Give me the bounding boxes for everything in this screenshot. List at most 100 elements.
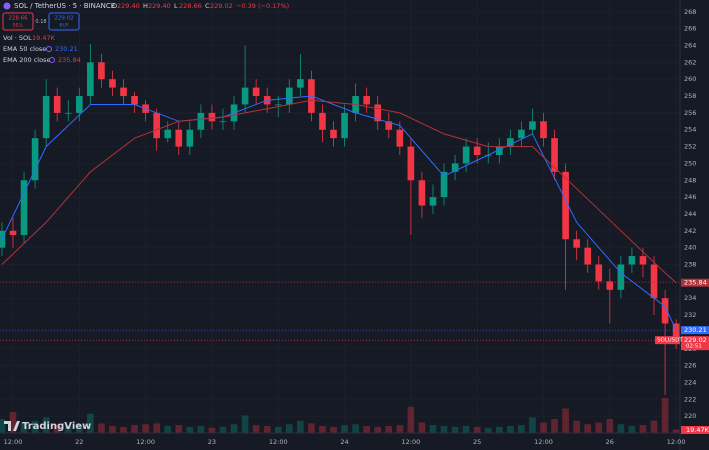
candle-body: [363, 96, 370, 105]
header: SOL / TetherUS · 5 · BINANCE O 229.40 H 229…: [2, 2, 289, 64]
y-tick-label: 260: [684, 75, 696, 83]
candle-body: [197, 112, 205, 130]
volume-bar: [595, 422, 603, 433]
indicator-value: 230.21: [55, 45, 78, 53]
candle-body: [473, 146, 481, 156]
logo-icon: [4, 421, 20, 431]
candle-body: [385, 121, 393, 130]
volume-bar: [153, 423, 160, 433]
volume-tag-value: 19.47K: [686, 426, 709, 434]
y-tick-label: 222: [684, 395, 696, 403]
candle-body: [252, 87, 260, 97]
volume-bar: [75, 425, 83, 433]
spread: 0.18: [35, 19, 46, 25]
price-tag-value: 229.02: [684, 336, 707, 344]
candle-body: [529, 121, 536, 130]
candle-body: [495, 146, 503, 156]
sell-label: SELL: [13, 23, 24, 29]
volume-bar: [451, 426, 459, 433]
candle-body: [87, 62, 94, 97]
volume-bar: [274, 426, 282, 433]
volume-bar: [285, 424, 293, 433]
candle-body: [462, 146, 470, 164]
volume-bar: [518, 425, 525, 433]
candle-body: [451, 163, 459, 172]
candle-body: [507, 138, 514, 147]
volume-bar: [617, 424, 625, 433]
ohlc-value: 229.40: [148, 2, 171, 10]
x-tick-label: 12:00: [136, 438, 155, 446]
candle-body: [628, 256, 636, 265]
candle-body: [341, 112, 348, 139]
candle-body: [131, 96, 138, 105]
candle-body: [606, 281, 614, 290]
candle-body: [153, 112, 160, 139]
y-tick-label: 268: [684, 8, 696, 16]
sell-button[interactable]: [2, 12, 34, 31]
candle-body: [518, 129, 525, 139]
sell-price: 228.66: [8, 16, 28, 22]
candle-body: [672, 323, 680, 341]
volume-bar: [396, 425, 404, 433]
y-tick-label: 256: [684, 109, 696, 117]
volume-bar: [484, 427, 492, 433]
y-tick-label: 242: [684, 227, 696, 235]
candle-body: [650, 264, 658, 299]
volume-bar: [109, 426, 116, 433]
x-tick-label: 12:00: [269, 438, 288, 446]
y-tick-label: 238: [684, 261, 696, 269]
buy-button[interactable]: [48, 12, 80, 31]
candle-body: [9, 230, 17, 236]
candle-body: [540, 121, 547, 139]
candle-body: [20, 180, 28, 236]
ohlc-label: L: [174, 2, 178, 10]
candle-body: [407, 146, 415, 181]
volume-bar: [352, 424, 359, 433]
buy-label: BUY: [59, 23, 68, 29]
volume-bar: [418, 422, 426, 433]
ema-line: [1, 99, 677, 284]
candle-body: [297, 79, 304, 88]
volume-tag: [681, 426, 709, 434]
ohlc-value: 228.66: [179, 2, 202, 10]
volume-bar: [197, 426, 205, 433]
indicator-value: 235.84: [58, 56, 81, 64]
y-tick-label: 250: [684, 159, 696, 167]
candle-body: [440, 171, 448, 198]
change: −0.39 (−0.17%): [236, 2, 289, 10]
volume-bar: [551, 419, 558, 433]
price-tag-name: SOLUSDT: [657, 338, 683, 344]
candle-body: [639, 256, 647, 265]
candle-body: [186, 129, 194, 147]
volume-bar: [374, 426, 382, 433]
volume-bar: [120, 426, 127, 433]
ohlc-value: 229.40: [117, 2, 140, 10]
volume-bar: [440, 426, 448, 433]
volume-bar: [473, 426, 481, 433]
volume-bar: [584, 424, 592, 433]
candle-body: [418, 180, 426, 206]
volume-bar: [142, 424, 149, 433]
volume-bar: [175, 425, 183, 433]
candle-body: [98, 62, 105, 80]
indicator-label: EMA 50 close: [3, 45, 46, 53]
price-tag: [681, 278, 709, 287]
ema-line: [1, 95, 677, 331]
candle-body: [75, 96, 83, 113]
candle-body: [562, 171, 569, 240]
buy-price: 229.02: [54, 16, 73, 22]
volume-bar: [219, 426, 227, 433]
volume-bar: [297, 420, 304, 433]
volume-bar: [330, 426, 337, 433]
candle-body: [208, 112, 216, 122]
volume-bar: [540, 422, 547, 433]
volume-bar: [639, 425, 647, 433]
candle-body: [109, 79, 116, 88]
volume-bar: [230, 424, 238, 433]
volume-bar: [87, 413, 94, 433]
ohlc: O 229.40 H 229.40 L 228.66 C 229.02 −0.39 (−0.17…: [112, 2, 289, 10]
y-tick-label: 254: [684, 126, 696, 134]
volume-bar: [363, 426, 370, 433]
candle-body: [164, 129, 172, 139]
